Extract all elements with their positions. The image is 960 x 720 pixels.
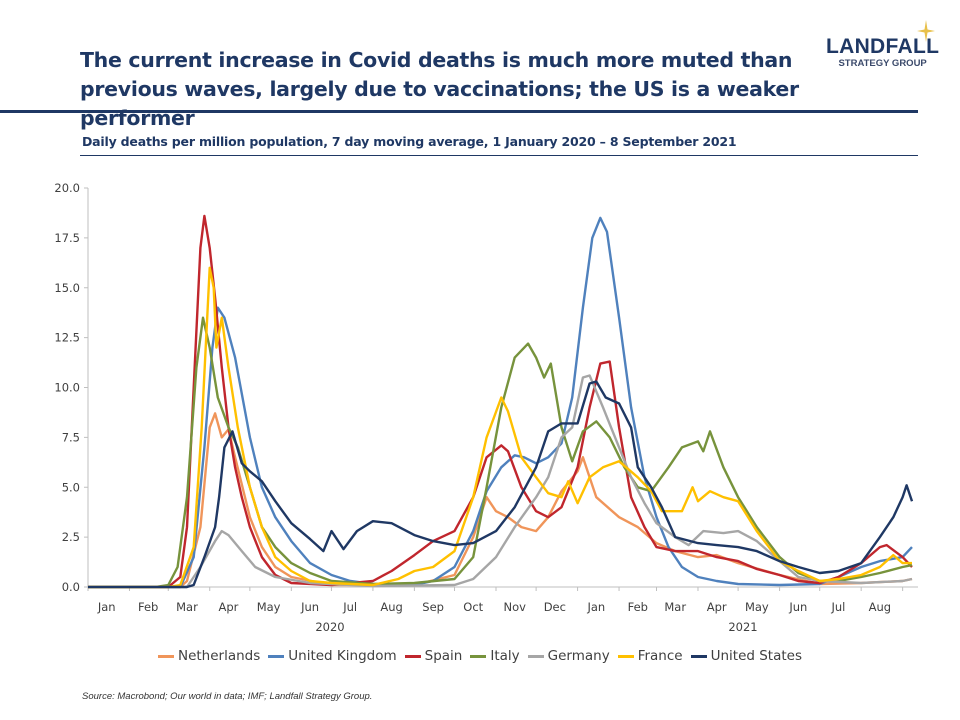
series-line-italy — [88, 316, 913, 589]
x-tick-label: Dec — [544, 600, 566, 614]
logo-tagline: STRATEGY GROUP — [838, 58, 927, 69]
x-tick-label: Jul — [342, 600, 357, 614]
x-tick-label: May — [745, 600, 769, 614]
x-tick-label: May — [257, 600, 281, 614]
x-tick-label: Feb — [628, 600, 648, 614]
title-divider — [0, 110, 918, 113]
legend: Netherlands United Kingdom Spain Italy Germa… — [0, 648, 960, 664]
line-chart: 0.0 2.5 5.0 7.5 10.0 12.5 15.0 17.5 20.0 Jan Feb Ma… — [54, 181, 918, 634]
y-tick-label: 15.0 — [54, 281, 80, 295]
legend-item: United Kingdom — [268, 648, 397, 664]
series-line-france — [88, 266, 912, 589]
legend-swatch — [157, 654, 174, 658]
x-tick-label: Mar — [664, 600, 686, 614]
logo-name: LANDFALL — [826, 35, 940, 58]
legend-item: Italy — [470, 648, 520, 664]
y-tick-label: 20.0 — [54, 181, 80, 195]
source-note: Source: Macrobond; Our world in data; IM… — [82, 691, 373, 702]
legend-item: Germany — [527, 648, 610, 664]
four-point-star-icon — [917, 20, 935, 42]
x-tick-label: Sep — [422, 600, 444, 614]
y-tick-label: 0.0 — [62, 580, 80, 594]
legend-swatch — [690, 654, 707, 658]
chart-subtitle: Daily deaths per million population, 7 d… — [82, 134, 737, 149]
year-label: 2021 — [728, 620, 757, 634]
x-tick-label: Apr — [707, 600, 727, 614]
x-tick-label: Jan — [586, 600, 605, 614]
x-tick-label: Oct — [463, 600, 483, 614]
legend-swatch — [470, 654, 487, 658]
x-tick-label: Feb — [138, 600, 158, 614]
series-line-netherlands — [88, 412, 913, 589]
legend-item: Spain — [404, 648, 463, 664]
page-title: The current increase in Covid deaths is … — [80, 48, 799, 130]
legend-label: Netherlands — [177, 648, 261, 664]
y-tick-label: 5.0 — [62, 480, 80, 494]
legend-swatch — [268, 654, 285, 658]
legend-swatch — [404, 654, 421, 658]
x-tick-label: Aug — [380, 600, 402, 614]
y-tick-label: 17.5 — [54, 231, 80, 245]
x-tick-label: Jan — [97, 600, 116, 614]
series-line-spain — [88, 214, 913, 589]
series-line-united-states — [88, 380, 914, 589]
x-tick-label: Aug — [869, 600, 891, 614]
legend-swatch — [527, 654, 544, 658]
x-tick-label: Nov — [503, 600, 526, 614]
y-tick-label: 10.0 — [54, 381, 80, 395]
year-label: 2020 — [315, 620, 344, 634]
legend-label: Spain — [424, 648, 463, 664]
y-tick-label: 7.5 — [62, 430, 80, 444]
x-tick-label: Jul — [830, 600, 845, 614]
legend-swatch — [617, 654, 634, 658]
legend-label: United States — [710, 648, 803, 664]
legend-label: United Kingdom — [288, 648, 397, 664]
y-tick-label: 12.5 — [54, 331, 80, 345]
x-tick-label: Mar — [176, 600, 198, 614]
series-line-united-kingdom — [88, 216, 913, 589]
x-tick-label: Jun — [788, 600, 807, 614]
series-line-germany — [88, 374, 913, 589]
x-tick-label: Apr — [219, 600, 239, 614]
y-tick-label: 2.5 — [62, 530, 80, 544]
legend-label: Germany — [547, 648, 610, 664]
legend-label: Italy — [490, 648, 520, 664]
x-tick-label: Jun — [300, 600, 319, 614]
legend-item: Netherlands — [157, 648, 261, 664]
legend-item: United States — [690, 648, 803, 664]
logo: LANDFALL STRATEGY GROUP — [826, 36, 939, 70]
legend-label: France — [637, 648, 683, 664]
subtitle-divider — [80, 155, 918, 156]
legend-item: France — [617, 648, 683, 664]
